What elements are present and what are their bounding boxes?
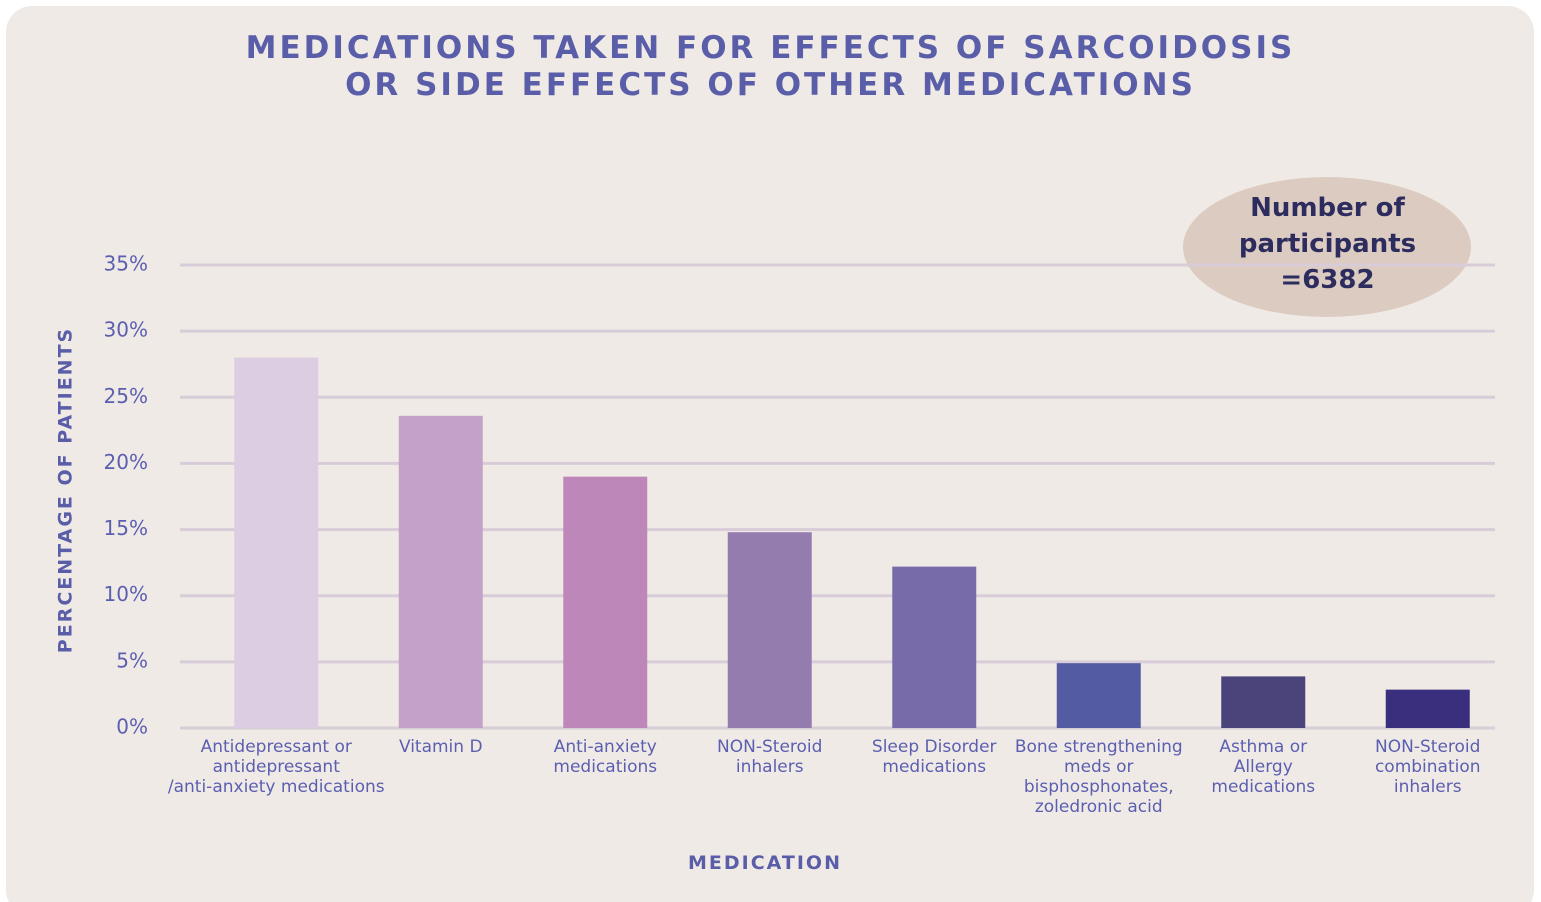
x-tick-label: NON-Steroid combination inhalers [1374,737,1481,797]
x-axis-label: MEDICATION [688,852,842,874]
annotation: Number of participants =6382 [1238,193,1417,295]
bar [234,357,319,728]
bar [727,532,812,728]
y-axis-label: PERCENTAGE OF PATIENTS [55,327,77,653]
y-tick-label: 10% [104,582,148,606]
y-tick-label: 0% [116,715,148,739]
bar [1385,689,1470,728]
y-tick-label: 25% [104,384,148,408]
x-tick-label: NON-Steroid inhalers [717,737,823,777]
bar [398,415,483,728]
chart-title: MEDICATIONS TAKEN FOR EFFECTS OF SARCOID… [245,30,1296,103]
y-tick-label: 20% [104,450,148,474]
bar [892,566,977,728]
x-tick-label: Sleep Disorder medications [871,737,997,777]
y-tick-label: 5% [116,648,148,672]
annotation-bubble [1183,177,1471,317]
bar [563,476,648,728]
y-tick-label: 35% [104,252,148,276]
y-tick-label: 30% [104,318,148,342]
y-tick-label: 15% [104,516,148,540]
x-tick-label: Asthma or Allergy medications [1211,737,1316,797]
x-tick-label: Vitamin D [398,737,483,757]
bar [1056,663,1141,728]
bar [1221,676,1306,728]
x-tick-label: Bone strengthening meds or bisphosphonat… [1014,737,1183,817]
x-tick-label: Anti-anxiety medications [553,737,658,777]
bars [234,357,1470,728]
x-tick-label: Antidepressant or antidepressant /anti-a… [167,737,385,797]
card [6,6,1534,902]
